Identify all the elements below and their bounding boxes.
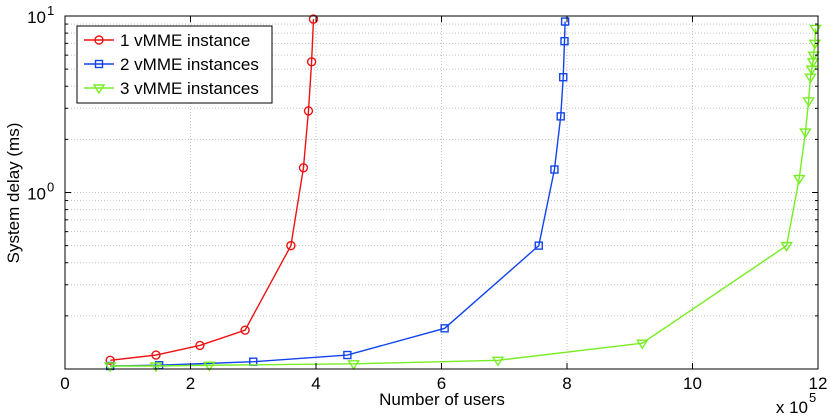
legend-item-3: 3 vMME instances bbox=[84, 79, 259, 98]
series-3 bbox=[103, 24, 822, 373]
series-3-point bbox=[792, 174, 806, 185]
series-3-point bbox=[804, 73, 817, 84]
series-3-point bbox=[103, 362, 117, 373]
series-2-point bbox=[440, 324, 449, 333]
y-axis-title: System delay (ms) bbox=[4, 123, 23, 264]
x-axis-multiplier-exponent: 5 bbox=[809, 390, 816, 405]
legend-swatch-marker bbox=[94, 59, 104, 69]
series-2-line bbox=[110, 21, 566, 367]
series-1-point bbox=[303, 106, 314, 116]
x-tick-label: 10 bbox=[683, 374, 702, 393]
legend-label: 3 vMME instances bbox=[120, 79, 259, 98]
series-2-point bbox=[559, 73, 568, 82]
x-tick-label: 0 bbox=[60, 374, 69, 393]
legend: 1 vMME instance 2 vMME instances 3 vMME in… bbox=[76, 25, 273, 104]
series-3-point bbox=[808, 39, 822, 50]
series-3-point bbox=[149, 362, 163, 373]
series-2-point bbox=[556, 112, 565, 121]
y-tick-exponent: 1 bbox=[47, 3, 54, 18]
x-tick-label: 2 bbox=[186, 374, 195, 393]
series-3-point bbox=[347, 360, 360, 371]
series-1-point bbox=[105, 355, 115, 366]
series-2-point bbox=[534, 241, 543, 250]
x-axis-title: Number of users bbox=[379, 390, 505, 409]
series-3-point bbox=[203, 361, 216, 372]
series-3-point bbox=[491, 356, 505, 367]
legend-item-2: 2 vMME instances bbox=[84, 55, 259, 74]
x-tick-label: 6 bbox=[437, 374, 446, 393]
series-1-point bbox=[298, 163, 309, 173]
y-tick-label: 10 bbox=[27, 8, 46, 27]
x-axis-multiplier: x 10 bbox=[776, 398, 808, 417]
series-1-point bbox=[240, 325, 250, 335]
y-tick-exponent: 0 bbox=[47, 180, 54, 195]
legend-item-1: 1 vMME instance bbox=[84, 31, 250, 50]
series-3-point bbox=[636, 339, 649, 350]
series-1 bbox=[105, 14, 319, 366]
legend-swatch-marker bbox=[94, 35, 104, 45]
series-1-point bbox=[286, 240, 296, 251]
series-3-point bbox=[802, 97, 815, 108]
grid-lines bbox=[65, 16, 818, 369]
x-tick-label: 8 bbox=[562, 374, 571, 393]
series-3-point bbox=[780, 241, 793, 252]
series-3-point bbox=[807, 51, 820, 62]
series-1-point bbox=[151, 350, 161, 360]
series-group bbox=[103, 14, 822, 373]
y-tick-label: 10 bbox=[27, 185, 46, 204]
series-3-point bbox=[799, 128, 812, 139]
legend-label: 2 vMME instances bbox=[120, 55, 259, 74]
series-2-point bbox=[343, 350, 352, 360]
x-tick-label: 4 bbox=[311, 374, 320, 393]
series-1-point bbox=[308, 14, 319, 24]
series-2-point bbox=[560, 17, 570, 26]
legend-swatch-marker bbox=[92, 84, 106, 95]
series-1-point bbox=[195, 340, 205, 351]
x-tick-label: 12 bbox=[809, 374, 828, 393]
series-1-line bbox=[110, 19, 315, 362]
series-1-point bbox=[306, 57, 317, 67]
x-axis-multiplier-base: x 10 bbox=[776, 398, 808, 417]
legend-label: 1 vMME instance bbox=[120, 31, 250, 50]
series-2-point bbox=[550, 165, 559, 174]
series-2-point bbox=[560, 36, 569, 46]
